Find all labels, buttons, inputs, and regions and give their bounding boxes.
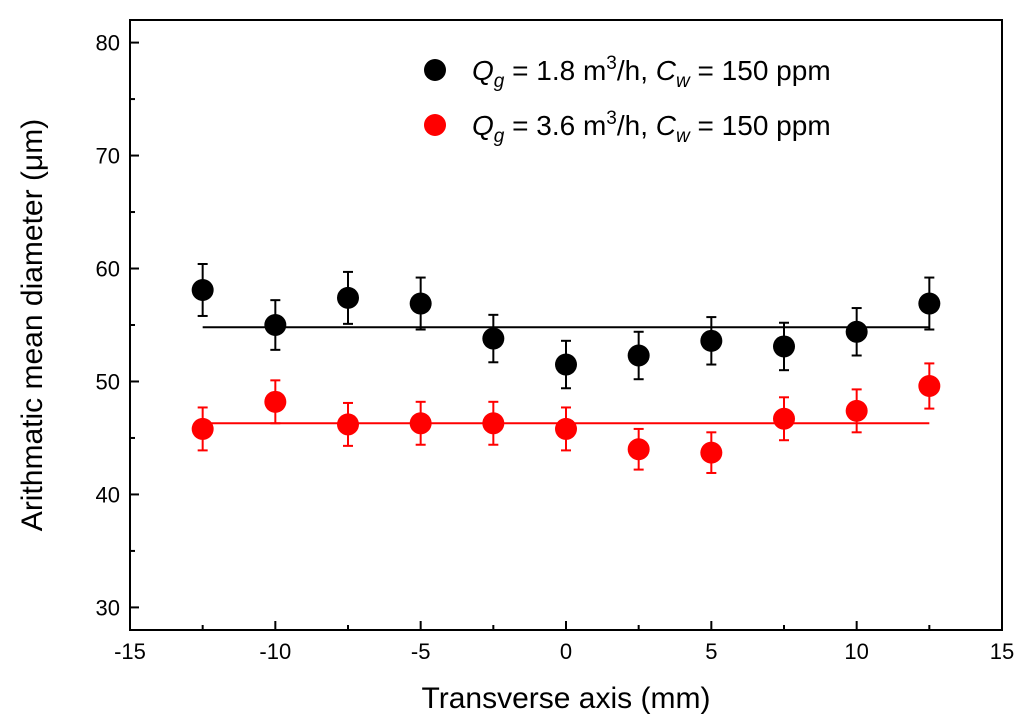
x-tick-label: -15 xyxy=(114,639,146,664)
y-tick-label: 30 xyxy=(96,595,120,620)
axis-ticks: -15 -10 -5 0 5 10 15 30 40 50 60 70 80 xyxy=(96,31,1015,664)
legend: Qg = 1.8 m3/h, Cw = 150 ppm Qg = 3.6 m3/… xyxy=(424,53,831,147)
x-tick-label: -5 xyxy=(411,639,431,664)
data-point xyxy=(409,412,432,435)
data-point xyxy=(191,417,214,440)
y-axis-title: Arithmatic mean diameter (μm) xyxy=(16,119,49,531)
data-point xyxy=(627,344,650,367)
data-point xyxy=(773,335,795,358)
data-point xyxy=(191,278,214,301)
x-tick-label: 5 xyxy=(705,639,717,664)
legend-label-red: Qg = 3.6 m3/h, Cw = 150 ppm xyxy=(472,108,831,147)
data-point xyxy=(918,292,941,315)
legend-marker-red xyxy=(424,114,446,136)
y-tick-label: 80 xyxy=(96,31,120,56)
data-point xyxy=(482,327,505,350)
data-point xyxy=(409,292,432,315)
data-point xyxy=(918,375,941,397)
y-tick-label: 70 xyxy=(96,144,120,169)
legend-marker-black xyxy=(424,59,446,81)
data-point xyxy=(627,438,650,461)
y-tick-label: 50 xyxy=(96,369,120,394)
x-axis-title: Transverse axis (mm) xyxy=(422,682,711,715)
y-tick-label: 60 xyxy=(96,257,120,282)
data-point xyxy=(555,353,577,376)
data-point xyxy=(773,407,795,430)
legend-label-black: Qg = 1.8 m3/h, Cw = 150 ppm xyxy=(472,53,831,92)
y-tick-label: 40 xyxy=(96,482,120,507)
x-tick-label: 15 xyxy=(990,639,1014,664)
data-point xyxy=(700,441,723,464)
data-point xyxy=(337,413,359,436)
data-point xyxy=(700,329,723,352)
data-point xyxy=(845,399,868,422)
data-points xyxy=(191,263,941,474)
data-point xyxy=(337,286,359,309)
data-point xyxy=(264,390,287,413)
x-tick-label: -10 xyxy=(259,639,291,664)
x-tick-label: 0 xyxy=(560,639,572,664)
data-point xyxy=(264,314,287,336)
data-point xyxy=(482,412,505,435)
x-tick-label: 10 xyxy=(844,639,868,664)
data-point xyxy=(845,320,868,343)
data-point xyxy=(555,417,577,440)
